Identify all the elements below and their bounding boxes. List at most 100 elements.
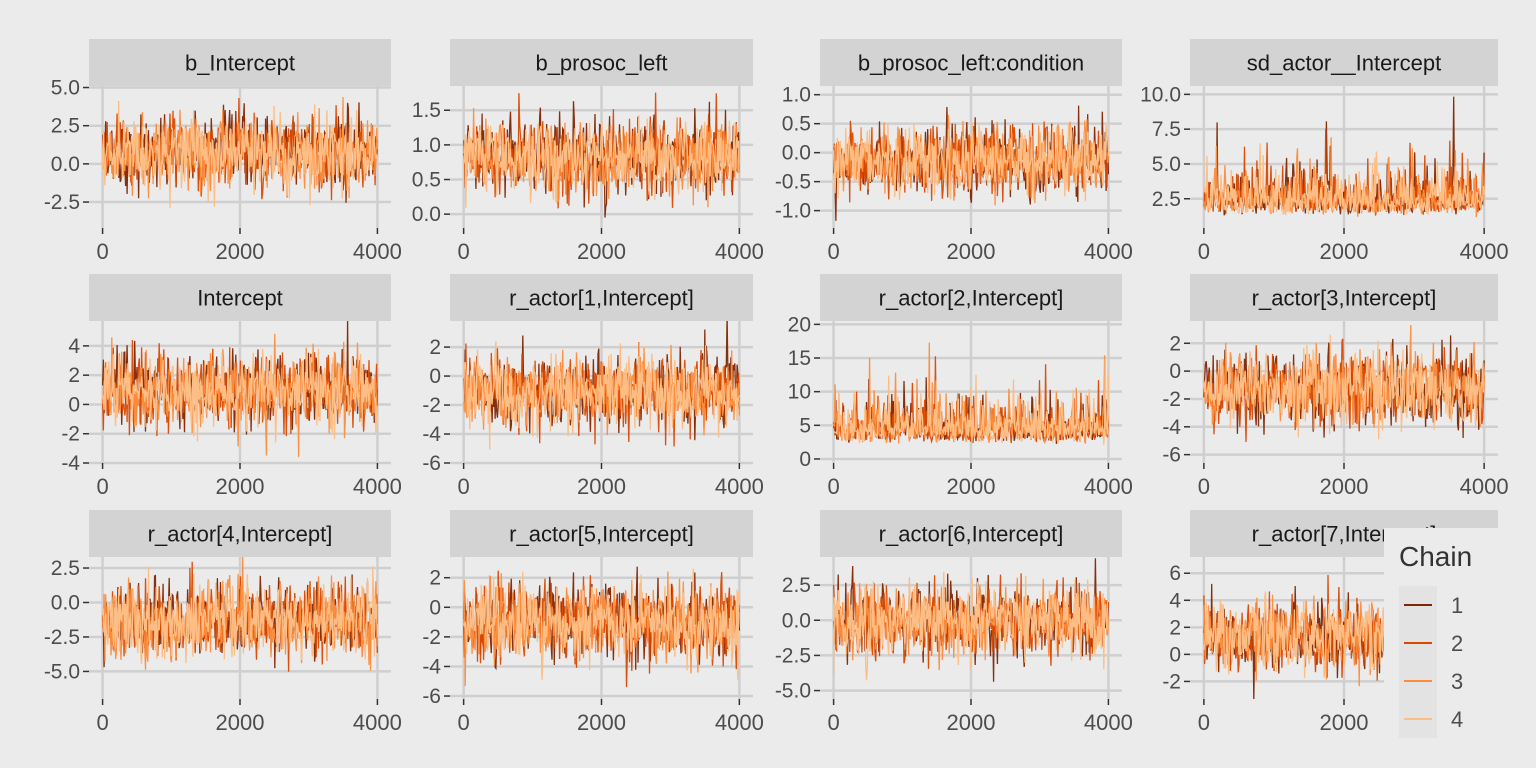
x-tick-label: 0 [827, 710, 839, 735]
facet-strip [450, 274, 753, 321]
facet-title: r_actor[3,Intercept] [1252, 286, 1437, 311]
trace-lines [101, 557, 379, 672]
y-tick-label: 10 [788, 381, 811, 404]
legend-label: 2 [1451, 631, 1463, 656]
trace-chain-3 [101, 333, 379, 458]
y-tick-label: -1.0 [775, 200, 811, 223]
x-tick-label: 2000 [216, 710, 265, 735]
x-tick-label: 0 [96, 710, 108, 735]
x-tick-label: 0 [458, 239, 470, 264]
trace-chain-4 [833, 360, 1110, 445]
y-tick-label: 0.5 [412, 169, 441, 192]
x-tick-label: 0 [1198, 474, 1210, 499]
trace-lines [101, 321, 379, 458]
y-tick-label: 2 [1169, 616, 1181, 639]
y-tick-label: 2.5 [782, 574, 811, 597]
y-tick-label: 1.0 [782, 84, 811, 107]
x-tick-label: 2000 [1320, 710, 1369, 735]
x-tick-label: 4000 [1460, 474, 1509, 499]
y-tick-label: 15 [788, 347, 811, 370]
y-tick-label: 0.0 [782, 142, 811, 165]
trace-lines [832, 105, 1110, 221]
legend-label: 1 [1451, 593, 1463, 618]
y-tick-label: 0 [68, 393, 80, 416]
y-tick-label: -4 [61, 452, 80, 475]
trace-chain-4 [101, 348, 379, 443]
facet-strip [89, 510, 391, 557]
facet-panel: r_actor[1,Intercept] -6 -4 -2 0 2 0 2000 4000 [422, 274, 764, 499]
facet-title: r_actor[2,Intercept] [879, 286, 1064, 311]
x-tick-label: 4000 [715, 239, 764, 264]
facet-panels: b_Intercept-2.50.02.55.00 2000 4000b_proso… [44, 39, 1509, 735]
facet-title: r_actor[4,Intercept] [148, 522, 333, 547]
facet-panel: b_prosoc_left:condition -1.0 -0.5 0.0 0.5 1.0… [775, 39, 1133, 264]
facet-strip [450, 510, 753, 557]
x-tick-label: 4000 [353, 710, 402, 735]
x-tick-label: 4000 [715, 710, 764, 735]
y-tick-label: 5 [799, 414, 811, 437]
x-tick-label: 0 [827, 474, 839, 499]
y-tick-label: -2 [61, 423, 80, 446]
x-tick-label: 0 [1198, 710, 1210, 735]
y-tick-label: 0.5 [782, 113, 811, 136]
facet-strip [1190, 39, 1498, 86]
facet-strip [89, 39, 391, 86]
facet-strip [820, 510, 1122, 557]
x-tick-label: 4000 [715, 474, 764, 499]
x-tick-label: 2000 [1320, 474, 1369, 499]
facet-strip [820, 39, 1122, 86]
x-tick-label: 2000 [216, 239, 265, 264]
y-tick-label: 6 [1169, 562, 1181, 585]
trace-lines [101, 96, 379, 208]
legend: Chain 1 2 3 4 [1384, 528, 1509, 760]
x-tick-label: 2000 [577, 474, 626, 499]
y-tick-label: 0.0 [51, 591, 80, 614]
x-tick-label: 2000 [947, 710, 996, 735]
x-tick-label: 4000 [1084, 710, 1133, 735]
x-tick-label: 2000 [1320, 239, 1369, 264]
x-tick-label: 2000 [947, 239, 996, 264]
y-tick-label: -2.5 [775, 644, 811, 667]
trace-lines [832, 342, 1110, 445]
y-tick-label: -2 [1162, 670, 1181, 693]
legend-label: 4 [1451, 707, 1463, 732]
x-tick-label: 0 [96, 239, 108, 264]
y-tick-label: 5.0 [1152, 153, 1181, 176]
x-tick-label: 2000 [947, 474, 996, 499]
facet-panel: Intercept -4 -2 0 2 4 0 2000 4000 [61, 274, 402, 499]
facet-title: Intercept [197, 286, 283, 311]
y-tick-label: 1.5 [412, 99, 441, 122]
y-tick-label: -0.5 [775, 171, 811, 194]
facet-title: b_prosoc_left [535, 51, 667, 76]
y-tick-label: -2.5 [44, 626, 80, 649]
y-tick-label: 20 [788, 313, 811, 336]
y-tick-label: -6 [1162, 444, 1181, 467]
trace-chain-4 [1203, 143, 1485, 215]
y-tick-label: 4 [68, 335, 80, 358]
y-tick-label: 2 [68, 364, 80, 387]
y-tick-label: -5.0 [775, 680, 811, 703]
facet-panel: sd_actor__Intercept 2.5 5.0 7.5 10.0 0 2000 400… [1140, 39, 1509, 264]
legend-title: Chain [1399, 541, 1472, 572]
y-tick-label: -4 [422, 655, 441, 678]
trace-chain-4 [462, 568, 741, 680]
y-tick-label: -6 [422, 685, 441, 708]
y-tick-label: -4 [422, 423, 441, 446]
y-tick-label: -6 [422, 452, 441, 475]
x-tick-label: 2000 [577, 710, 626, 735]
trace-chain-3 [101, 557, 379, 671]
y-tick-label: 0.0 [412, 203, 441, 226]
facet-panel: r_actor[6,Intercept] -5.0 -2.5 0.0 2.5 0 2000 4… [775, 510, 1133, 735]
x-tick-label: 0 [458, 710, 470, 735]
x-tick-label: 2000 [216, 474, 265, 499]
facet-panel: b_Intercept -2.5 0.0 2.5 5.0 0 2000 4000 [44, 39, 402, 264]
x-tick-label: 0 [1198, 239, 1210, 264]
y-tick-label: 0 [1169, 643, 1181, 666]
x-tick-label: 0 [458, 474, 470, 499]
facet-strip [1190, 274, 1498, 321]
trace-lines [832, 558, 1110, 682]
facet-panel: r_actor[4,Intercept] -5.0 -2.5 0.0 2.5 0 2000 4… [44, 510, 402, 735]
y-tick-label: 2 [1169, 332, 1181, 355]
facet-panel: r_actor[2,Intercept] 0 5 10 15 20 0 2000 4000 [788, 274, 1133, 499]
